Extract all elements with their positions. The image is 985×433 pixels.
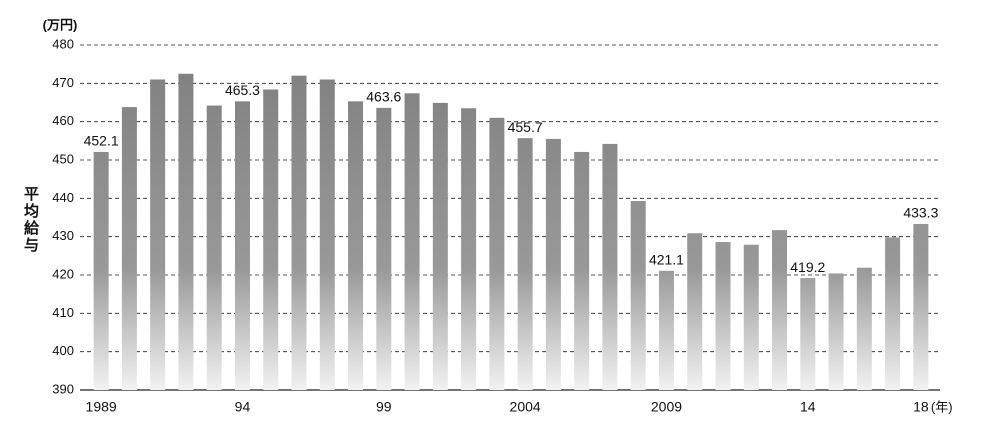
y-tick-label: 430 (52, 228, 74, 243)
bar (545, 138, 561, 390)
y-tick-label: 410 (52, 305, 74, 320)
x-tick-label: 94 (235, 399, 251, 415)
y-tick-label: 400 (52, 343, 74, 358)
x-tick-label: 2009 (651, 399, 682, 415)
x-tick-label: 14 (800, 399, 816, 415)
bar (715, 242, 731, 390)
bar (489, 117, 505, 390)
bar (461, 108, 477, 390)
value-label: 465.3 (225, 82, 260, 98)
bar (772, 230, 788, 390)
bar (263, 89, 279, 390)
y-tick-label: 460 (52, 113, 74, 128)
bar (658, 270, 674, 390)
value-label: 433.3 (903, 205, 938, 221)
bar (602, 143, 618, 390)
value-label: 455.7 (508, 119, 543, 135)
bar (206, 105, 222, 391)
y-tick-label: 390 (52, 381, 74, 396)
bar (234, 101, 250, 390)
y-tick-label: 420 (52, 266, 74, 281)
y-tick-label: 470 (52, 75, 74, 90)
bar (630, 201, 646, 390)
bar (150, 79, 166, 390)
bar (913, 224, 929, 390)
value-label: 452.1 (84, 133, 119, 149)
x-tick-label: 18 (913, 399, 929, 415)
bar (348, 101, 364, 390)
bar (574, 151, 590, 390)
value-label: 463.6 (366, 89, 401, 105)
y-axis-label: 平均給与 (22, 186, 39, 254)
bar (319, 79, 335, 390)
bar (828, 273, 844, 390)
bar (517, 138, 533, 390)
bar (856, 267, 872, 390)
bar (432, 102, 448, 390)
bar (743, 244, 759, 390)
x-tick-label: 99 (376, 399, 392, 415)
bar (687, 233, 703, 390)
bar (404, 93, 420, 391)
bar (800, 278, 816, 390)
x-unit: (年) (931, 399, 953, 414)
y-tick-label: 480 (52, 36, 74, 51)
bar (121, 107, 137, 390)
y-tick-label: 440 (52, 190, 74, 205)
y-tick-label: 450 (52, 151, 74, 166)
bar (376, 107, 392, 390)
value-label: 419.2 (790, 259, 825, 275)
bar (291, 75, 307, 391)
y-unit: (万円) (43, 17, 78, 32)
value-label: 421.1 (649, 251, 684, 267)
x-tick-label: 1989 (86, 399, 117, 415)
bar (93, 151, 109, 390)
x-tick-label: 2004 (510, 399, 541, 415)
bar (178, 73, 194, 390)
bar (885, 237, 901, 390)
